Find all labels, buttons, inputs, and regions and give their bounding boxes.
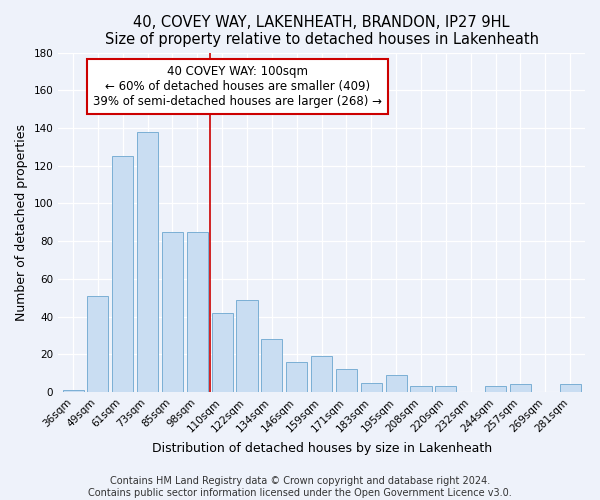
Bar [187,232,208,392]
Bar [88,296,109,392]
Bar [62,390,83,392]
Bar [112,156,133,392]
Y-axis label: Number of detached properties: Number of detached properties [15,124,28,321]
X-axis label: Distribution of detached houses by size in Lakenheath: Distribution of detached houses by size … [152,442,491,455]
Bar [435,386,457,392]
Bar [410,386,431,392]
Bar [311,356,332,392]
Text: Contains HM Land Registry data © Crown copyright and database right 2024.
Contai: Contains HM Land Registry data © Crown c… [88,476,512,498]
Bar [137,132,158,392]
Bar [236,300,257,392]
Title: 40, COVEY WAY, LAKENHEATH, BRANDON, IP27 9HL
Size of property relative to detach: 40, COVEY WAY, LAKENHEATH, BRANDON, IP27… [104,15,539,48]
Bar [361,382,382,392]
Bar [386,375,407,392]
Bar [162,232,183,392]
Bar [510,384,531,392]
Bar [336,370,357,392]
Bar [485,386,506,392]
Bar [262,339,283,392]
Text: 40 COVEY WAY: 100sqm
← 60% of detached houses are smaller (409)
39% of semi-deta: 40 COVEY WAY: 100sqm ← 60% of detached h… [93,64,382,108]
Bar [286,362,307,392]
Bar [560,384,581,392]
Bar [212,313,233,392]
